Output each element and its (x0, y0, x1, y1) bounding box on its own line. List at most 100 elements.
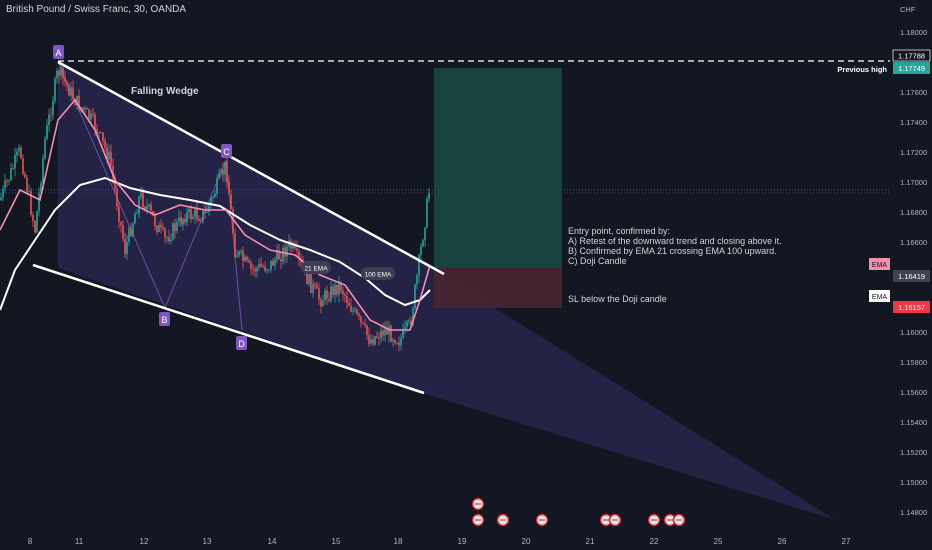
candle-body (318, 288, 320, 300)
candle-body (198, 219, 200, 221)
time-tick-label: 15 (332, 537, 341, 546)
candle-body (148, 204, 150, 207)
candle-body (408, 320, 410, 322)
candle-body (362, 322, 364, 324)
candle-body (276, 250, 278, 260)
candle-body (122, 225, 124, 239)
candle-body (316, 285, 318, 289)
candle-body (390, 326, 392, 342)
candle-body (144, 206, 146, 210)
time-tick-label: 21 (586, 537, 595, 546)
candle-body (184, 218, 186, 223)
candle-body (192, 216, 194, 219)
candle-body (98, 132, 100, 134)
candle-body (252, 268, 254, 270)
candle-body (338, 282, 340, 295)
ema100-badge: 100 EMA (361, 267, 395, 280)
candle-body (378, 337, 380, 339)
candle-body (174, 223, 176, 232)
candle-body (336, 284, 338, 295)
time-tick-label: 14 (268, 537, 277, 546)
candle-body (280, 259, 282, 262)
chart-title: British Pound / Swiss Franc, 30, OANDA (6, 4, 187, 15)
candle-body (46, 125, 48, 140)
upper-trendline[interactable] (57, 60, 445, 276)
candle-body (332, 286, 334, 296)
candle-body (162, 226, 164, 229)
candle-body (256, 267, 258, 272)
candle-body (200, 220, 202, 222)
candle-body (180, 217, 182, 225)
time-tick-label: 19 (458, 537, 467, 546)
price-tick-label: 1.14800 (900, 508, 927, 517)
candle-body (188, 208, 190, 213)
candle-body (254, 268, 256, 272)
candle-body (370, 339, 372, 344)
candle-body (314, 283, 316, 286)
candle-body (28, 191, 30, 193)
candle-body (268, 269, 270, 271)
candle-body (374, 336, 376, 345)
candle-body (92, 113, 94, 115)
time-tick-label: 26 (778, 537, 787, 546)
candle-body (226, 162, 228, 183)
svg-text:D: D (238, 339, 245, 349)
candle-body (56, 70, 58, 79)
pivot-a-label: A (53, 45, 64, 59)
candle-body (392, 339, 394, 342)
candle-body (134, 213, 136, 224)
candle-body (88, 109, 90, 120)
economic-events[interactable] (471, 497, 686, 527)
candle-body (262, 266, 264, 268)
candle-body (58, 70, 60, 76)
candle-body (282, 247, 284, 262)
candle-body (418, 254, 420, 276)
candle-body (176, 221, 178, 232)
candle-body (214, 193, 216, 198)
price-tick-label: 1.15600 (900, 388, 927, 397)
candle-body (286, 246, 288, 257)
candle-body (350, 305, 352, 312)
candle-body (120, 221, 122, 226)
price-tick-label: 1.17000 (900, 178, 927, 187)
candle-body (94, 114, 96, 129)
candle-body (74, 99, 76, 106)
candle-body (306, 269, 308, 285)
candle-body (82, 107, 84, 110)
candle-body (26, 177, 28, 192)
candle-body (138, 196, 140, 214)
ema100-axis-tag: EMA 1.16157 (869, 290, 930, 313)
candle-body (394, 339, 396, 344)
candle-body (194, 209, 196, 217)
svg-text:100 EMA: 100 EMA (365, 272, 392, 279)
candle-body (156, 225, 158, 233)
candle-body (202, 210, 204, 222)
ema-100-line (0, 176, 431, 311)
candle-body (274, 259, 276, 266)
current-price-tag: 1.17749 (893, 62, 930, 74)
candle-body (0, 197, 2, 200)
previous-high-tag: 1.17788 (892, 49, 931, 62)
price-tick-label: 1.17200 (900, 148, 927, 157)
candle-body (124, 238, 126, 255)
candle-body (16, 151, 18, 156)
candle-body (104, 140, 106, 148)
candle-body (34, 220, 36, 233)
ema21-badge: 21 EMA (301, 261, 331, 274)
candle-body (354, 309, 356, 311)
candle-body (360, 316, 362, 323)
candle-body (68, 85, 70, 96)
abcd-pattern-line (57, 61, 243, 331)
candle-body (246, 256, 248, 261)
candle-body (234, 233, 236, 258)
candle-body (272, 260, 274, 266)
candle-body (372, 339, 374, 345)
candle-body (8, 180, 10, 182)
candle-body (166, 237, 168, 239)
lower-trendline[interactable] (32, 263, 425, 395)
ema-21-line (0, 98, 431, 331)
time-tick-label: 22 (650, 537, 659, 546)
candle-body (270, 260, 272, 270)
candle-body (172, 223, 174, 240)
